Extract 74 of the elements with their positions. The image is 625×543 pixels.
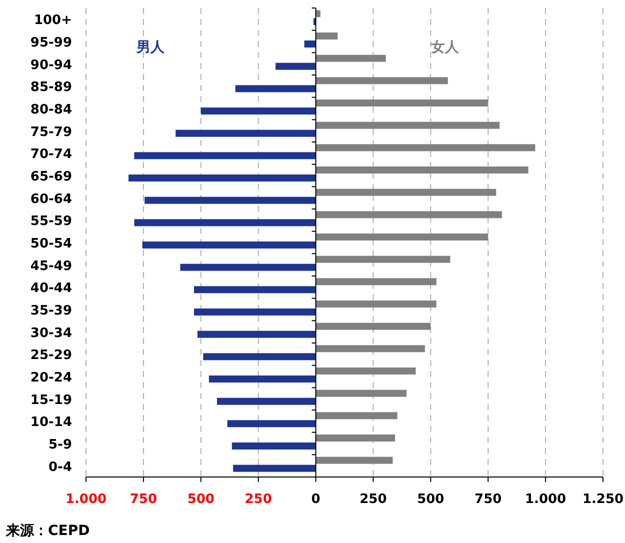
- y-tick-label: 20-24: [30, 370, 72, 386]
- y-tick-label: 65-69: [30, 170, 72, 184]
- bar: [232, 442, 316, 450]
- bar: [208, 376, 316, 382]
- bar: [316, 54, 386, 62]
- bar: [316, 166, 528, 174]
- y-tick-label: 30-34: [30, 326, 72, 341]
- bar: [316, 100, 488, 106]
- series-label: 女人: [430, 40, 460, 56]
- y-tick-label: 75-79: [30, 124, 72, 140]
- bar: [316, 390, 407, 397]
- text: 男人: [135, 40, 166, 56]
- bar: [316, 144, 536, 152]
- bar: [316, 434, 396, 442]
- bar: [235, 85, 316, 92]
- x-tick-label: 500: [417, 492, 444, 507]
- y-tick-label: 35-39: [30, 304, 72, 318]
- bar: [180, 264, 316, 271]
- bar: [197, 330, 316, 338]
- y-tick-label: 45-49: [30, 258, 72, 274]
- y-tick-label: 80-84: [30, 102, 72, 118]
- bar: [316, 278, 436, 286]
- x-tick-label: 0: [311, 492, 320, 507]
- source-note: 来源：CEPD: [5, 523, 90, 539]
- bar: [316, 188, 496, 196]
- bar: [128, 174, 316, 182]
- y-tick-label: 100+: [34, 13, 72, 28]
- bar: [316, 412, 398, 420]
- y-tick-label: 40-44: [30, 281, 72, 296]
- y-tick-label: 70-74: [30, 147, 72, 162]
- x-tick-label: 250: [360, 492, 387, 507]
- bar: [134, 219, 316, 226]
- bar: [316, 368, 416, 374]
- bar: [194, 308, 316, 316]
- bar: [144, 196, 316, 204]
- x-tick-label: 1.000: [65, 492, 107, 507]
- bar: [316, 256, 450, 263]
- y-tick-label: 25-29: [30, 348, 72, 364]
- bar: [316, 456, 393, 464]
- y-tick-label: 0-4: [48, 460, 72, 475]
- bar: [142, 242, 316, 248]
- bar: [316, 77, 448, 84]
- bar: [134, 152, 316, 160]
- bar: [200, 108, 316, 114]
- y-tick-label: 5-9: [48, 438, 72, 452]
- bar: [194, 286, 316, 294]
- bar: [316, 32, 338, 40]
- y-tick-label: 55-59: [30, 214, 72, 230]
- y-tick-label: 50-54: [30, 236, 72, 252]
- bar: [233, 464, 316, 472]
- x-tick-label: 1.250: [582, 492, 624, 507]
- bar: [276, 62, 316, 70]
- x-tick-label: 750: [474, 492, 502, 507]
- x-tick-label: 750: [130, 492, 158, 507]
- x-tick-label: 250: [244, 492, 272, 507]
- y-tick-label: 15-19: [30, 392, 72, 408]
- bar: [316, 300, 436, 308]
- bar: [316, 211, 502, 218]
- bar: [316, 234, 488, 240]
- bar: [176, 130, 316, 137]
- y-tick-label: 90-94: [30, 58, 72, 73]
- bar: [304, 40, 316, 48]
- bar: [216, 398, 316, 405]
- bar: [316, 122, 500, 129]
- y-tick-label: 10-14: [30, 415, 72, 430]
- y-tick-label: 95-99: [30, 36, 72, 50]
- y-tick-label: 60-64: [30, 192, 72, 207]
- y-tick-label: 85-89: [30, 80, 72, 96]
- bar: [227, 420, 316, 428]
- bar: [316, 322, 431, 330]
- x-tick-label: 500: [187, 492, 214, 507]
- bar: [203, 353, 316, 360]
- x-tick-label: 1.000: [524, 492, 566, 507]
- bar: [316, 345, 425, 352]
